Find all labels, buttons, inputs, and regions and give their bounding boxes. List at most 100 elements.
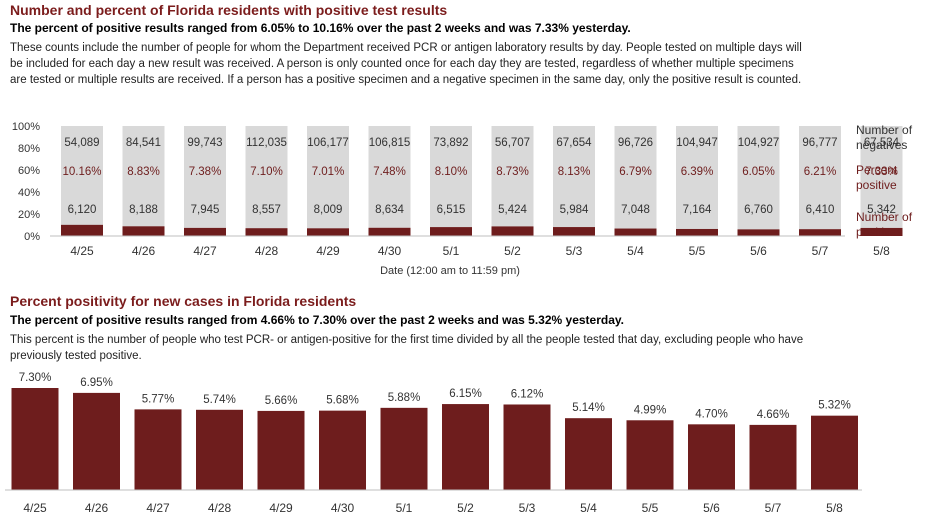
x-tick-label: 5/4 xyxy=(627,244,644,258)
y-tick-label: 100% xyxy=(12,121,40,133)
negatives-data-label: 106,815 xyxy=(369,137,411,149)
chart1-title: Number and percent of Florida residents … xyxy=(10,2,448,18)
positives-bar-segment xyxy=(61,224,103,236)
positives-data-label: 5,424 xyxy=(498,204,527,216)
percent-positive-data-label: 6.05% xyxy=(742,166,775,178)
positives-bar-segment xyxy=(553,227,595,236)
positivity-data-label: 4.70% xyxy=(695,408,728,420)
positivity-data-label: 6.15% xyxy=(449,388,482,400)
percent-positive-data-label: 8.10% xyxy=(435,166,468,178)
positivity-data-label: 4.99% xyxy=(634,404,667,416)
x-tick-label: 4/25 xyxy=(70,244,94,258)
positives-bar-segment xyxy=(245,228,288,236)
x-tick-label: 5/2 xyxy=(504,244,521,258)
x-tick-label: 4/27 xyxy=(193,244,217,258)
percent-positive-data-label: 7.38% xyxy=(189,166,222,178)
positives-data-label: 8,009 xyxy=(314,204,343,216)
positives-data-label: 7,945 xyxy=(191,204,220,216)
positives-data-label: 6,760 xyxy=(744,204,773,216)
x-tick-label: 5/7 xyxy=(812,244,829,258)
positives-bar-segment xyxy=(122,226,165,236)
positives-bar-segment xyxy=(491,226,534,236)
positivity-data-label: 5.74% xyxy=(203,394,236,406)
chart2-title: Percent positivity for new cases in Flor… xyxy=(10,293,357,309)
y-tick-label: 0% xyxy=(24,231,40,243)
percent-positive-data-label: 8.13% xyxy=(558,166,591,178)
positives-data-label: 8,188 xyxy=(129,204,158,216)
positives-bar-segment xyxy=(368,227,411,236)
negatives-data-label: 54,089 xyxy=(64,137,99,149)
positivity-bar xyxy=(626,420,674,490)
negatives-bar-segment xyxy=(245,126,288,229)
positives-bar-segment xyxy=(799,229,841,236)
positivity-bar xyxy=(73,392,120,490)
negatives-data-label: 96,726 xyxy=(618,137,653,149)
negatives-data-label: 99,743 xyxy=(187,137,222,149)
percent-positive-data-label: 7.01% xyxy=(312,166,345,178)
positivity-data-label: 5.66% xyxy=(265,395,298,407)
x-tick-label: 4/29 xyxy=(269,501,293,515)
percent-positive-data-label: 10.16% xyxy=(62,166,101,178)
chart1-description: These counts include the number of peopl… xyxy=(10,42,802,86)
positivity-bar xyxy=(134,409,182,490)
positives-data-label: 6,120 xyxy=(68,204,97,216)
x-tick-label: 4/26 xyxy=(85,501,109,515)
positivity-bar xyxy=(319,410,366,490)
positivity-data-label: 5.14% xyxy=(572,402,605,414)
positivity-bar xyxy=(11,388,59,490)
stacked-bar-chart: 100% 80% 60% 40% 20% 0% 54,089 10.16% 6,120 4/25 8… xyxy=(12,121,913,277)
positivity-data-label: 5.68% xyxy=(326,395,359,407)
x-tick-label: 4/28 xyxy=(208,501,232,515)
percent-positivity-bar-chart: 7.30% 4/25 6.95% 4/26 5.77% 4/27 5.74% 4/28 5.66… xyxy=(5,372,862,515)
negatives-bar-segment xyxy=(307,126,349,229)
negatives-bar-segment xyxy=(122,126,165,227)
negatives-bar-segment xyxy=(184,126,226,228)
positives-bar-segment xyxy=(614,228,657,236)
negatives-data-label: 67,534 xyxy=(864,137,900,149)
x-tick-label: 5/6 xyxy=(750,244,767,258)
negatives-bar-segment xyxy=(614,126,657,229)
percent-positive-data-label: 8.83% xyxy=(127,166,160,178)
positivity-bar xyxy=(565,418,612,490)
x-tick-label: 5/3 xyxy=(566,244,583,258)
positives-data-label: 8,557 xyxy=(252,204,281,216)
positivity-bar xyxy=(380,407,428,490)
negatives-bar-segment xyxy=(676,126,718,229)
positivity-data-label: 4.66% xyxy=(757,409,790,421)
positivity-data-label: 7.30% xyxy=(19,372,52,384)
positives-data-label: 6,515 xyxy=(437,204,466,216)
negatives-bar-segment xyxy=(799,126,841,230)
x-tick-label: 5/7 xyxy=(765,501,782,515)
x-tick-label: 5/2 xyxy=(457,501,474,515)
positives-data-label: 8,634 xyxy=(375,204,404,216)
negatives-bar-segment xyxy=(860,126,903,228)
positivity-bar xyxy=(442,404,489,490)
positivity-data-label: 5.88% xyxy=(388,392,421,404)
x-tick-label: 5/6 xyxy=(703,501,720,515)
percent-positive-data-label: 8.73% xyxy=(496,166,529,178)
chart2-subtitle: The percent of positive results ranged f… xyxy=(10,313,625,327)
positives-data-label: 6,410 xyxy=(806,204,835,216)
negatives-data-label: 104,927 xyxy=(738,137,780,149)
x-tick-label: 5/1 xyxy=(443,244,460,258)
x-tick-label: 5/5 xyxy=(689,244,706,258)
x-tick-label: 5/8 xyxy=(826,501,843,515)
x-tick-label: 4/27 xyxy=(146,501,170,515)
positives-bar-segment xyxy=(860,227,903,236)
positivity-bar xyxy=(688,424,735,490)
percent-positive-data-label: 7.33% xyxy=(865,166,898,178)
positivity-data-label: 6.12% xyxy=(511,388,544,400)
positivity-bar xyxy=(811,415,858,490)
negatives-data-label: 96,777 xyxy=(802,137,837,149)
percent-positive-data-label: 6.79% xyxy=(619,166,652,178)
x-tick-label: 4/25 xyxy=(23,501,47,515)
positives-bar-segment xyxy=(676,228,718,236)
positivity-data-label: 5.77% xyxy=(142,393,175,405)
negatives-data-label: 106,177 xyxy=(307,137,349,149)
legend-positives-label: Number of positives xyxy=(856,210,913,239)
percent-positive-data-label: 7.48% xyxy=(373,166,406,178)
percent-positive-data-label: 6.39% xyxy=(681,166,714,178)
positives-bar-segment xyxy=(737,229,780,236)
negatives-data-label: 112,035 xyxy=(246,137,287,149)
percent-positive-data-label: 7.10% xyxy=(250,166,283,178)
